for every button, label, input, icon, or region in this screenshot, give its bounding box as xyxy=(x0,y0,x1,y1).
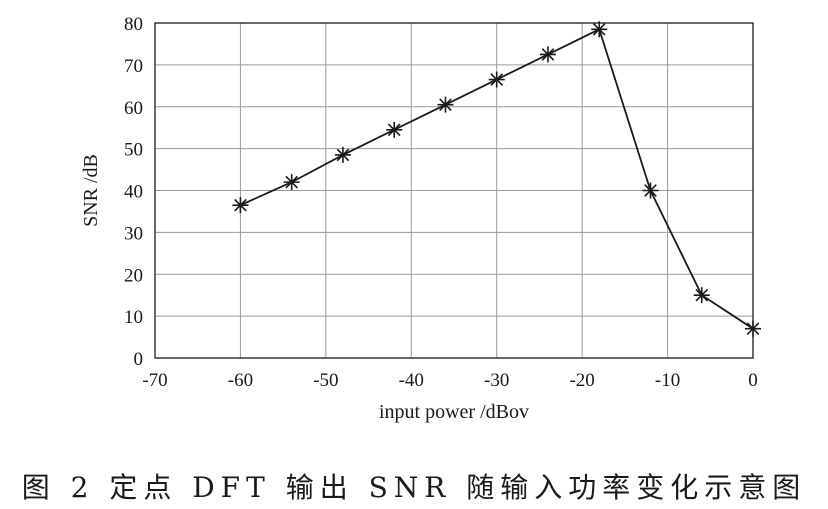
x-axis-label: input power /dBov xyxy=(379,401,529,423)
data-point-marker xyxy=(745,320,761,337)
x-tick-label: 0 xyxy=(748,370,758,391)
x-tick-label: -50 xyxy=(313,370,338,391)
figure-caption: 图 2 定点 DFT 输出 SNR 随输入功率变化示意图 xyxy=(21,471,807,504)
snr-chart: -70 -60 -50 -40 -30 -20 -10 001020304050607080 … xyxy=(80,14,761,423)
x-tick-label: -40 xyxy=(399,370,424,391)
y-tick-label: 0 xyxy=(134,349,144,370)
data-point-marker xyxy=(437,96,454,113)
y-tick-label: 70 xyxy=(124,56,143,77)
x-tick-label: -70 xyxy=(142,370,167,391)
x-tick-label: -30 xyxy=(484,370,509,391)
data-point-marker xyxy=(334,146,351,163)
plot-frame xyxy=(154,22,754,359)
y-tick-label: 40 xyxy=(124,182,143,203)
y-tick-label: 80 xyxy=(124,14,143,35)
data-point-marker xyxy=(591,21,608,38)
y-tick-label: 50 xyxy=(124,140,143,161)
series xyxy=(232,21,761,337)
y-axis-label: SNR /dB xyxy=(80,154,102,227)
y-tick-label: 20 xyxy=(124,265,143,286)
data-point-marker xyxy=(488,71,505,88)
grid xyxy=(155,23,753,358)
y-tick-label: 10 xyxy=(124,307,143,328)
data-point-marker xyxy=(283,174,300,191)
x-tick-label: -60 xyxy=(228,370,253,391)
x-tick-label: -20 xyxy=(569,370,594,391)
axis-ticks: -70 -60 -50 -40 -30 -20 -10 0 0 10 20 30 40 50 60 70 80 xyxy=(124,14,758,391)
data-point-marker xyxy=(232,197,249,214)
x-tick-label: -10 xyxy=(655,370,680,391)
y-tick-label: 30 xyxy=(124,223,143,244)
data-point-marker xyxy=(693,287,710,304)
data-point-marker xyxy=(539,46,556,63)
data-point-marker xyxy=(386,121,403,138)
y-tick-label: 60 xyxy=(124,98,143,119)
data-point-marker xyxy=(642,182,659,199)
